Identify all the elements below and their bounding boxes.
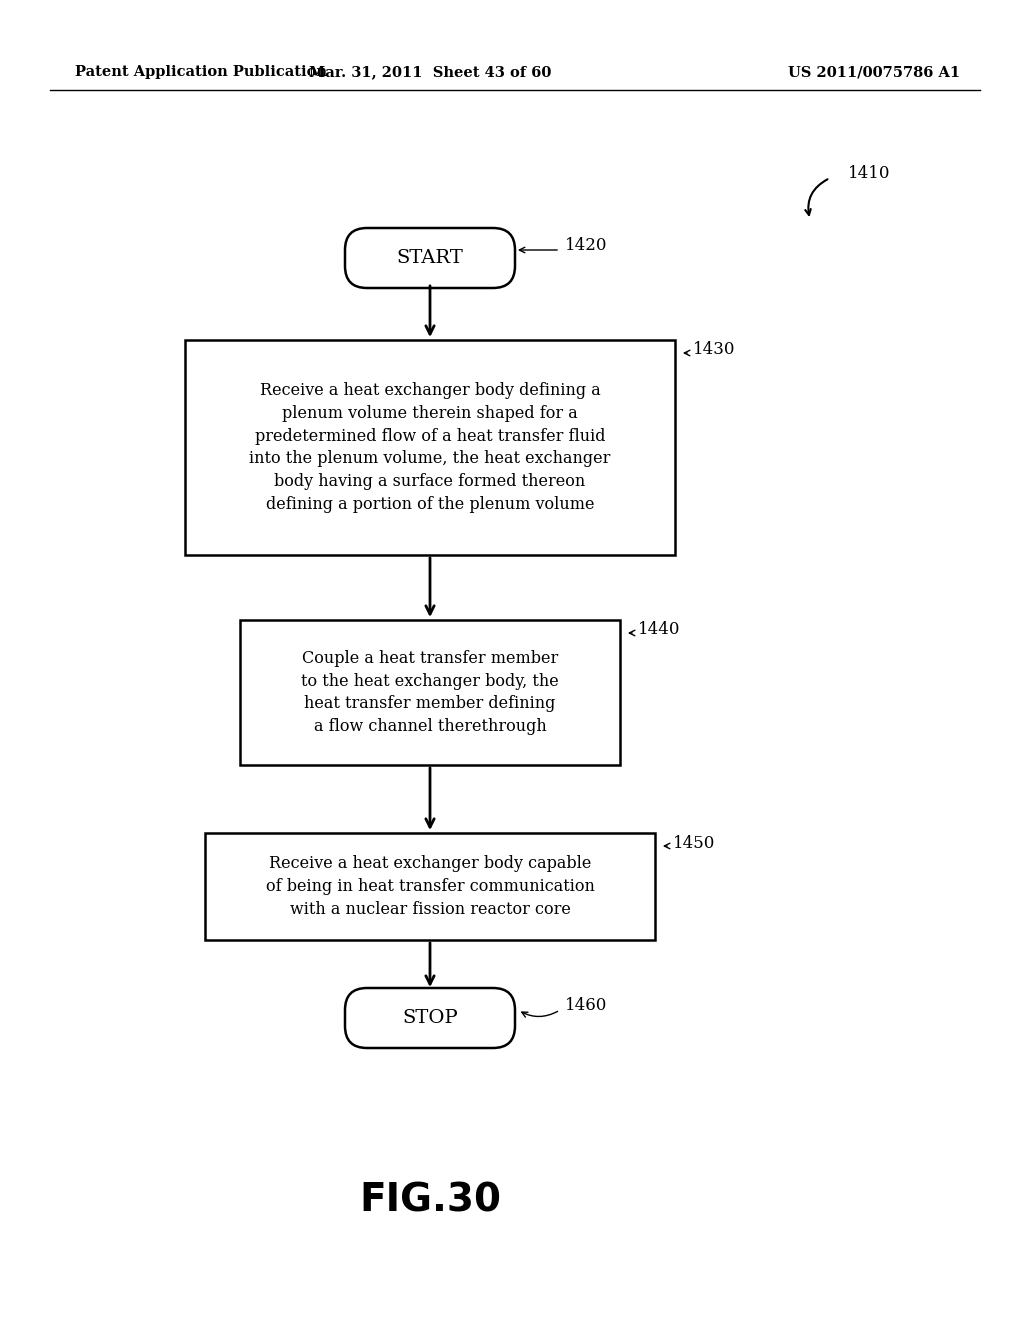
Text: Couple a heat transfer member
to the heat exchanger body, the
heat transfer memb: Couple a heat transfer member to the hea… <box>301 649 559 735</box>
Text: 1430: 1430 <box>693 342 735 359</box>
Text: Receive a heat exchanger body defining a
plenum volume therein shaped for a
pred: Receive a heat exchanger body defining a… <box>249 381 610 513</box>
FancyBboxPatch shape <box>240 620 620 766</box>
Text: 1450: 1450 <box>673 834 716 851</box>
Text: STOP: STOP <box>402 1008 458 1027</box>
FancyBboxPatch shape <box>185 341 675 554</box>
Text: START: START <box>396 249 464 267</box>
Text: FIG.30: FIG.30 <box>359 1181 501 1218</box>
Text: 1420: 1420 <box>565 238 607 255</box>
FancyBboxPatch shape <box>345 987 515 1048</box>
FancyBboxPatch shape <box>205 833 655 940</box>
Text: US 2011/0075786 A1: US 2011/0075786 A1 <box>787 65 961 79</box>
Text: Receive a heat exchanger body capable
of being in heat transfer communication
wi: Receive a heat exchanger body capable of… <box>265 855 595 917</box>
Text: Patent Application Publication: Patent Application Publication <box>75 65 327 79</box>
Text: 1460: 1460 <box>565 998 607 1015</box>
Text: 1440: 1440 <box>638 622 681 639</box>
Text: 1410: 1410 <box>848 165 891 181</box>
FancyBboxPatch shape <box>345 228 515 288</box>
Text: Mar. 31, 2011  Sheet 43 of 60: Mar. 31, 2011 Sheet 43 of 60 <box>309 65 551 79</box>
